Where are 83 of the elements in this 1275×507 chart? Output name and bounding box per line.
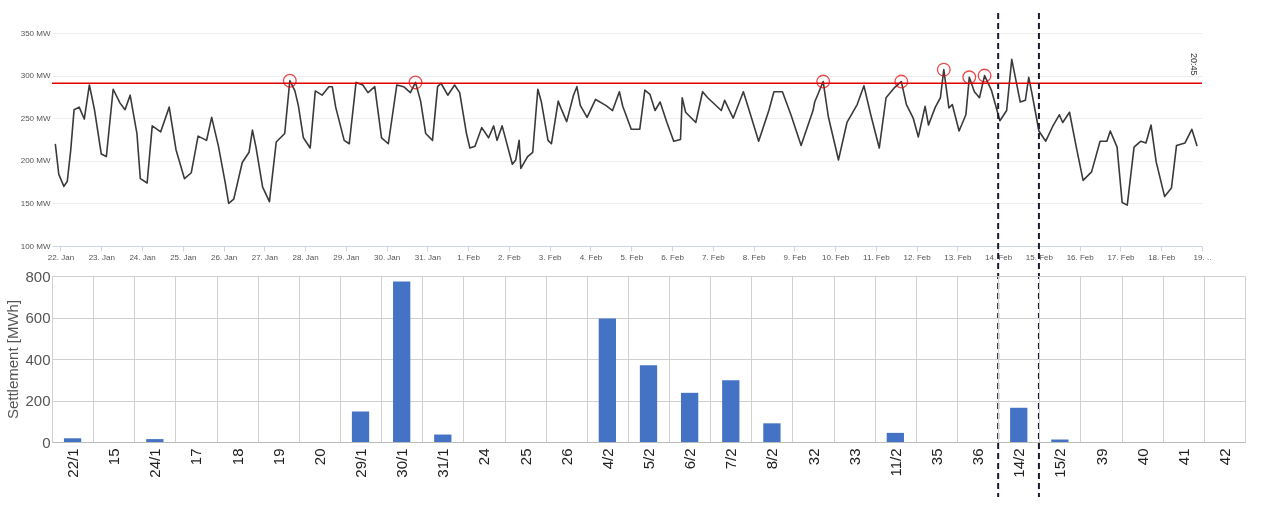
bar <box>63 438 82 442</box>
bar <box>681 392 699 442</box>
annotation: 20:45 <box>1189 53 1199 76</box>
x-tick-label: 23. Jan <box>88 252 115 262</box>
x-tick-label: 19 <box>269 448 287 466</box>
x-tick-label: 20 <box>310 448 328 466</box>
y-axis-title: Settlement [MWh] <box>4 299 22 420</box>
x-tick-label: 14/2 <box>1010 448 1028 478</box>
x-tick-label: 4. Feb <box>579 252 603 262</box>
y-tick-label: 0 <box>42 433 51 451</box>
bar <box>886 432 904 442</box>
x-tick-label: 6. Feb <box>661 252 685 262</box>
x-tick-label: 31/1 <box>434 448 452 478</box>
x-tick-label: 16. Feb <box>1066 252 1095 262</box>
x-tick-label: 9. Feb <box>783 252 807 262</box>
x-tick-label: 15/2 <box>1051 448 1069 478</box>
x-tick-label: 42 <box>1215 448 1233 466</box>
x-tick-label: 22/1 <box>64 448 82 478</box>
bar <box>393 281 411 442</box>
x-tick-label: 15. Feb <box>1025 252 1054 262</box>
y-tick-label: 100 MW <box>20 241 51 251</box>
x-tick-label: 6/2 <box>681 448 699 470</box>
x-tick-label: 40 <box>1133 448 1151 466</box>
y-tick-label: 150 MW <box>20 198 51 208</box>
x-tick-label: 11/2 <box>886 448 904 477</box>
x-tick-label: 8/2 <box>763 448 781 470</box>
x-tick-label: 24. Jan <box>129 252 156 262</box>
x-tick-label: 39 <box>1092 448 1110 466</box>
x-tick-label: 19. .. <box>1193 252 1212 262</box>
x-tick-label: 29. Jan <box>333 252 360 262</box>
x-tick-label: 18 <box>228 448 246 466</box>
x-tick-label: 25 <box>516 448 534 466</box>
x-tick-label: 2. Feb <box>498 252 522 262</box>
bar <box>351 411 370 442</box>
x-tick-label: 29/1 <box>352 448 370 478</box>
x-tick-label: 24 <box>475 448 493 466</box>
x-tick-label: 30/1 <box>393 448 411 478</box>
x-tick-label: 17. Feb <box>1107 252 1136 262</box>
x-tick-label: 10. Feb <box>822 252 850 262</box>
x-tick-label: 26. Jan <box>210 252 238 262</box>
y-tick-label: 400 <box>25 350 51 368</box>
bar <box>146 439 164 442</box>
x-tick-label: 28. Jan <box>292 252 319 262</box>
x-tick-label: 13. Feb <box>944 252 972 262</box>
x-tick-label: 3. Feb <box>538 252 563 262</box>
y-tick-label: 350 MW <box>20 28 51 38</box>
x-tick-label: 1. Feb <box>457 252 481 262</box>
y-tick-label: 800 <box>25 267 51 285</box>
x-tick-label: 22. Jan <box>47 252 75 262</box>
x-tick-label: 18. Feb <box>1148 252 1176 262</box>
y-tick-label: 200 MW <box>20 156 51 166</box>
x-tick-label: 12. Feb <box>903 252 932 262</box>
x-tick-label: 27. Jan <box>251 252 278 262</box>
x-tick-label: 5. Feb <box>620 252 644 262</box>
x-tick-label: 25. Jan <box>170 252 197 262</box>
bar <box>722 380 740 442</box>
x-tick-label: 15 <box>105 448 123 466</box>
y-tick-label: 600 <box>25 309 51 326</box>
x-tick-label: 11. Feb <box>863 252 891 262</box>
x-tick-label: 30. Jan <box>374 252 401 262</box>
x-tick-label: 41 <box>1174 448 1192 466</box>
x-tick-label: 33 <box>845 448 863 466</box>
x-tick-label: 36 <box>969 448 987 466</box>
x-tick-label: 5/2 <box>640 448 657 470</box>
x-tick-label: 24/1 <box>146 448 164 478</box>
x-tick-label: 17 <box>187 448 205 466</box>
x-tick-label: 31. Jan <box>414 252 442 262</box>
bar <box>598 318 616 442</box>
x-tick-label: 26 <box>557 448 575 466</box>
x-tick-label: 7/2 <box>722 448 740 470</box>
bar <box>1010 407 1028 442</box>
x-tick-label: 14. Feb <box>985 252 1013 262</box>
x-tick-label: 32 <box>804 448 822 466</box>
y-tick-label: 300 MW <box>20 71 51 81</box>
x-tick-label: 7. Feb <box>701 252 726 262</box>
bar <box>763 423 781 442</box>
bar <box>639 365 658 442</box>
y-tick-label: 250 MW <box>20 113 51 123</box>
x-tick-label: 35 <box>927 448 945 466</box>
y-tick-label: 200 <box>25 392 51 409</box>
x-tick-label: 8. Feb <box>742 252 766 262</box>
bar <box>434 434 452 442</box>
x-tick-label: 4/2 <box>598 448 616 470</box>
